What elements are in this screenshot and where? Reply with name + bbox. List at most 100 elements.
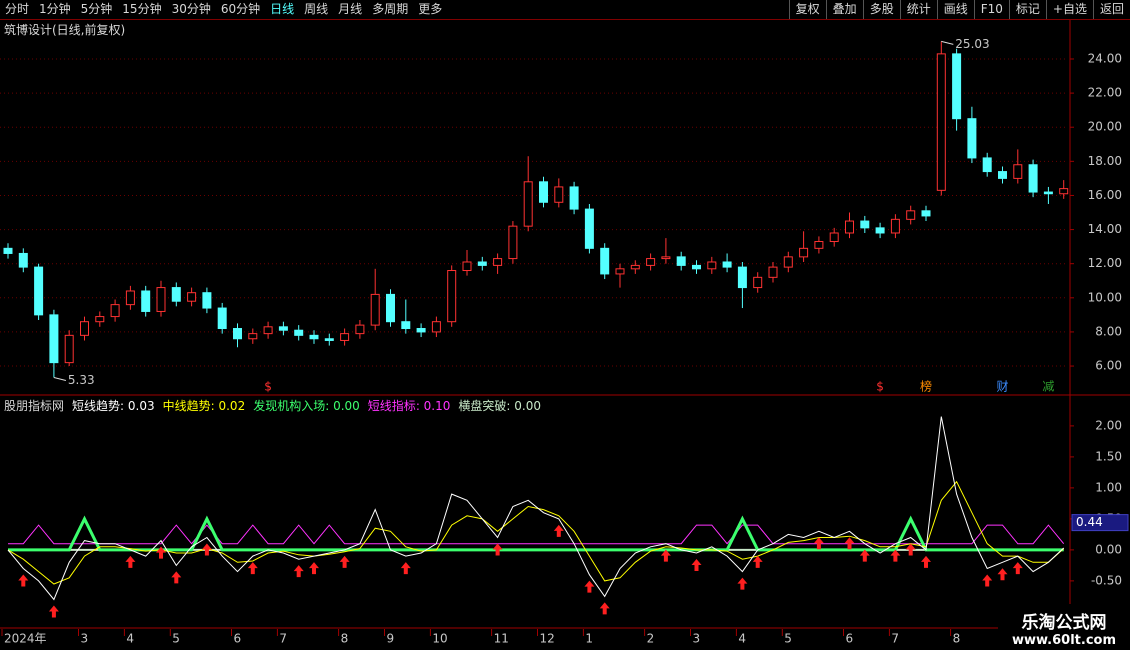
x-tick-label: 2 [647, 632, 655, 646]
candle-body [18, 252, 28, 268]
candle-body [998, 171, 1007, 179]
x-tick-label: 8 [341, 632, 349, 646]
buy-arrow [997, 568, 1008, 581]
candle-body [49, 314, 59, 364]
candle-body [737, 266, 747, 289]
buy-arrow [293, 565, 304, 578]
buy-arrow [813, 537, 824, 550]
buy-arrow [584, 580, 595, 593]
period-button[interactable]: 60分钟 [220, 2, 261, 16]
annotation-leader [941, 40, 954, 45]
x-tick-label: 6 [846, 632, 854, 646]
legend-value: 0.02 [218, 399, 246, 413]
toolbar: 分时 1分钟 5分钟 15分钟 30分钟 60分钟 日线 周线 月线 多周期 更多 复权 叠加 多股 统计… [0, 0, 1130, 20]
tool-button[interactable]: +自选 [1045, 0, 1093, 19]
candle-body [202, 292, 212, 309]
candle-body [814, 241, 824, 249]
buy-arrow [1012, 562, 1023, 575]
legend-entry: 发现机构入场0.00 [253, 397, 360, 414]
period-button[interactable]: 1分钟 [39, 2, 71, 16]
tool-button[interactable]: 叠加 [825, 0, 863, 19]
candle-body [508, 225, 518, 260]
period-button[interactable]: 分时 [5, 2, 30, 16]
buy-arrow [400, 562, 411, 575]
candle-body [125, 290, 135, 306]
candle-body [875, 227, 885, 234]
candle-body [141, 290, 151, 312]
legend-entry: 横盘突破0.00 [458, 397, 541, 414]
period-bar: 分时 1分钟 5分钟 15分钟 30分钟 60分钟 日线 周线 月线 多周期 更多 [0, 0, 447, 19]
indicator-line [8, 515, 1064, 552]
tool-button[interactable]: 复权 [788, 0, 826, 19]
legend-name: 短线趋势 [72, 399, 128, 413]
candle-body [936, 53, 946, 191]
buy-arrow [982, 574, 993, 587]
current-marker [1071, 514, 1129, 532]
period-button[interactable]: 更多 [418, 2, 443, 16]
y-tick-label: 6.00 [1095, 359, 1122, 373]
tool-button[interactable]: F10 [973, 0, 1009, 19]
tool-button[interactable]: 统计 [899, 0, 937, 19]
x-tick-label: 7 [891, 632, 899, 646]
annotation: 5.33 [68, 373, 95, 387]
annotation-leader [53, 376, 67, 381]
legend-entry: 中线趋势0.02 [163, 397, 246, 414]
candle-body [3, 247, 13, 254]
indicator-line [8, 524, 1065, 545]
candle-body [386, 293, 395, 323]
y-tick-label: 18.00 [1088, 154, 1122, 168]
period-button[interactable]: 周线 [304, 2, 329, 16]
period-button[interactable]: 30分钟 [171, 2, 211, 16]
y-tick-label: 24.00 [1088, 51, 1122, 65]
candle-body [34, 266, 44, 316]
legend-name: 短线指标 [368, 399, 424, 413]
buy-arrow [171, 571, 182, 584]
candle-body [431, 321, 441, 333]
candle-body [890, 218, 900, 234]
indicator-line [7, 480, 1065, 585]
x-tick-label: 5 [172, 632, 180, 646]
period-button[interactable]: 5分钟 [80, 2, 113, 16]
candle-body [110, 304, 120, 318]
tool-bar: 复权 叠加 多股 统计 画线 F10 标记 +自选 返回 [788, 0, 1130, 19]
tool-button[interactable]: 多股 [862, 0, 900, 19]
legend-name: 发现机构入场 [253, 399, 333, 413]
candle-body [64, 334, 74, 364]
candle-body [447, 270, 457, 323]
buy-arrow [752, 555, 763, 568]
candle-body [1028, 164, 1038, 193]
watermark: 乐淘公式网 www.60lt.com [998, 604, 1130, 650]
candle-body [707, 261, 717, 270]
candle-body [722, 261, 732, 268]
x-tick-label: 10 [432, 632, 447, 646]
tool-button[interactable]: 返回 [1092, 0, 1130, 19]
period-button[interactable]: 日线 [270, 2, 295, 16]
period-button[interactable]: 月线 [338, 2, 363, 16]
tool-button[interactable]: 标记 [1008, 0, 1046, 19]
period-button[interactable]: 多周期 [372, 2, 409, 16]
x-tick-label: 4 [126, 632, 134, 646]
x-tick-label: 5 [784, 632, 792, 646]
candle-body [278, 326, 288, 331]
x-tick-label: 12 [540, 632, 555, 646]
y-tick-label: 2.00 [1095, 418, 1122, 432]
legend-entry: 短线指标0.10 [368, 397, 451, 414]
buy-arrow [48, 605, 59, 618]
x-tick-label: 9 [387, 632, 395, 646]
buy-arrow [737, 577, 748, 590]
buy-arrow [921, 555, 931, 568]
tool-button[interactable]: 画线 [936, 0, 974, 19]
y-tick-label: 1.50 [1095, 449, 1122, 463]
candle-body [600, 247, 610, 275]
candle-body [860, 220, 870, 229]
candle-body [615, 268, 625, 275]
candle-body [233, 328, 242, 340]
legend-value: 0.00 [333, 399, 360, 413]
candle-body [952, 53, 962, 120]
legend-value: 0.00 [514, 399, 541, 413]
x-tick-label: 11 [494, 632, 509, 646]
candle-body [187, 292, 197, 302]
watermark-title: 乐淘公式网 [1021, 613, 1107, 633]
period-button[interactable]: 15分钟 [122, 2, 162, 16]
buy-arrow [905, 543, 916, 556]
